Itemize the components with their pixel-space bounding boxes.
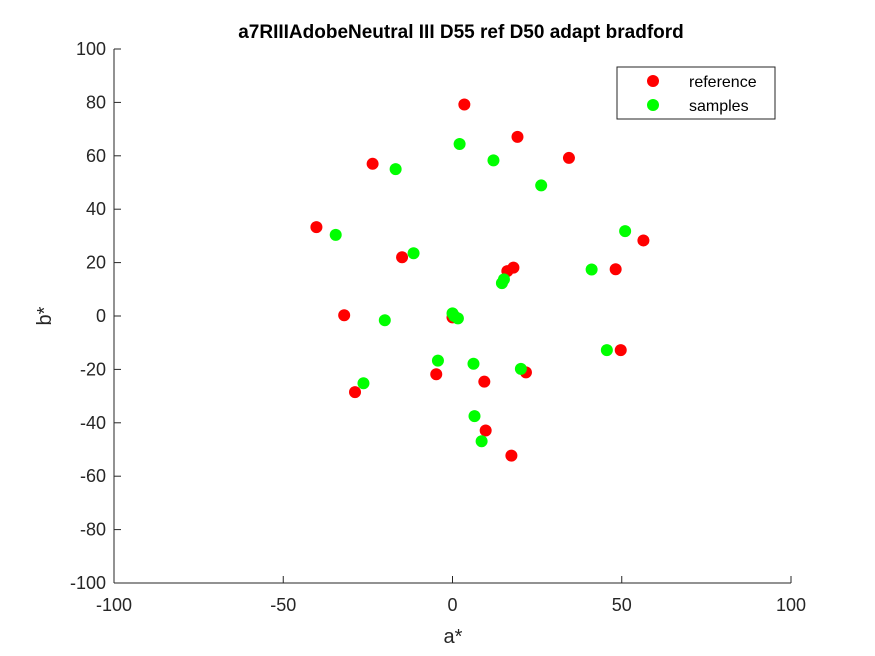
y-tick-label: -80 bbox=[80, 520, 106, 540]
x-tick-label: 0 bbox=[447, 595, 457, 615]
reference-point bbox=[609, 263, 622, 276]
reference-point bbox=[511, 130, 524, 143]
legend-label-samples: samples bbox=[689, 98, 749, 115]
samples-point bbox=[329, 228, 342, 241]
samples-point bbox=[357, 377, 370, 390]
series-reference bbox=[310, 98, 650, 462]
reference-point bbox=[396, 251, 409, 264]
reference-point bbox=[562, 151, 575, 164]
reference-point bbox=[338, 309, 351, 322]
reference-point bbox=[349, 386, 362, 399]
x-tick-label: 50 bbox=[612, 595, 632, 615]
y-axis-label: b* bbox=[34, 306, 56, 325]
y-axis-ticks: -100 -80 -60 -40 -20 0 20 40 60 80 100 bbox=[70, 39, 121, 593]
samples-point bbox=[467, 357, 480, 370]
y-tick-label: 20 bbox=[86, 253, 106, 273]
reference-point bbox=[637, 234, 650, 247]
legend-marker-samples bbox=[647, 99, 659, 111]
samples-point bbox=[451, 312, 464, 325]
legend-box bbox=[616, 66, 776, 120]
y-tick-label: 40 bbox=[86, 199, 106, 219]
samples-point bbox=[514, 362, 527, 375]
reference-point bbox=[310, 221, 323, 234]
reference-point bbox=[505, 449, 518, 462]
reference-point bbox=[614, 344, 627, 357]
samples-point bbox=[495, 277, 508, 290]
y-tick-label: 60 bbox=[86, 146, 106, 166]
y-tick-label: -60 bbox=[80, 466, 106, 486]
samples-point bbox=[407, 247, 420, 260]
series-samples bbox=[329, 138, 632, 448]
samples-point bbox=[468, 410, 481, 423]
reference-point bbox=[366, 157, 379, 170]
samples-point bbox=[431, 354, 444, 367]
series-layer bbox=[310, 98, 650, 462]
samples-point bbox=[535, 179, 548, 192]
x-tick-label: 100 bbox=[776, 595, 806, 615]
reference-point bbox=[430, 368, 443, 381]
samples-point bbox=[619, 225, 632, 238]
x-axis-ticks: -100 -50 0 50 100 bbox=[96, 576, 806, 615]
legend-label-reference: reference bbox=[689, 74, 757, 91]
x-axis-label: a* bbox=[444, 626, 463, 648]
samples-point bbox=[389, 163, 402, 176]
samples-point bbox=[378, 314, 391, 327]
chart-title: a7RIIIAdobeNeutral III D55 ref D50 adapt… bbox=[238, 22, 684, 43]
samples-point bbox=[585, 263, 598, 276]
samples-point bbox=[453, 138, 466, 151]
y-tick-label: 80 bbox=[86, 92, 106, 112]
reference-point bbox=[479, 424, 492, 437]
x-tick-label: -50 bbox=[270, 595, 296, 615]
y-tick-label: -40 bbox=[80, 413, 106, 433]
x-tick-label: -100 bbox=[96, 595, 132, 615]
y-tick-label: -20 bbox=[80, 359, 106, 379]
y-tick-label: 100 bbox=[76, 39, 106, 59]
legend: reference samples bbox=[616, 66, 776, 120]
reference-point bbox=[478, 375, 491, 388]
samples-point bbox=[600, 344, 613, 357]
y-tick-label: 0 bbox=[96, 306, 106, 326]
samples-point bbox=[487, 154, 500, 167]
y-tick-label: -100 bbox=[70, 573, 106, 593]
samples-point bbox=[475, 435, 488, 448]
reference-point bbox=[458, 98, 471, 111]
legend-marker-reference bbox=[647, 75, 659, 87]
